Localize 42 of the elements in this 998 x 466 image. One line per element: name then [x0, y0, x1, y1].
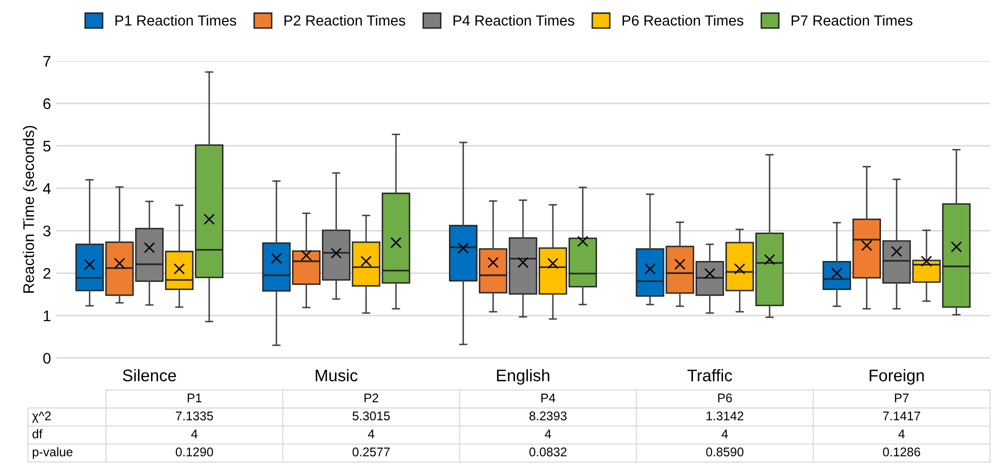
text: P6: [718, 394, 732, 402]
text: 1.3142: [706, 412, 744, 420]
text: χ^2: [32, 412, 51, 423]
text: P4: [541, 394, 556, 402]
text: 8.2393: [529, 412, 567, 420]
text: P1: [188, 394, 202, 402]
text: df: [32, 429, 42, 438]
y-tick-label: 2: [43, 268, 50, 279]
text: 4: [191, 430, 198, 438]
x-tick-label: Foreign: [870, 369, 924, 385]
x-tick-label: English: [497, 369, 550, 385]
text: P2: [364, 394, 378, 402]
y-tick-label: 4: [42, 183, 51, 194]
y-tick-label: 6: [43, 98, 50, 110]
legend-label: P4 Reaction Times: [454, 14, 574, 26]
text: 0.1290: [176, 448, 214, 456]
y-tick-label: 3: [43, 226, 50, 236]
text: P7: [894, 394, 909, 402]
y-tick-label: 7: [43, 56, 50, 67]
text: 0.0832: [529, 448, 566, 456]
text: 0.2577: [352, 448, 390, 456]
text: 4: [722, 430, 728, 438]
text: 7.1417: [883, 412, 920, 420]
legend-label: P6 Reaction Times: [622, 14, 744, 26]
legend-label: P1 Reaction Times: [115, 14, 236, 26]
y-axis-title: Reaction Time (seconds): [22, 126, 38, 293]
y-tick-label: 1: [44, 310, 50, 322]
x-tick-label: Music: [316, 369, 358, 382]
text: p-value: [32, 447, 72, 459]
text: 4: [898, 430, 905, 438]
text: 7.1335: [176, 412, 213, 420]
text: 5.3015: [352, 412, 390, 420]
text: 0.8590: [706, 448, 744, 456]
legend-label: P2 Reaction Times: [284, 14, 406, 26]
text: 4: [544, 430, 552, 438]
x-tick-label: Traffic: [687, 369, 732, 382]
x-tick-label: Silence: [122, 369, 176, 382]
y-tick-label: 0: [43, 352, 51, 364]
text: 4: [368, 430, 374, 438]
y-tick-label: 5: [43, 140, 50, 152]
legend-label: P7 Reaction Times: [792, 14, 912, 26]
text: 0.1286: [882, 448, 920, 456]
